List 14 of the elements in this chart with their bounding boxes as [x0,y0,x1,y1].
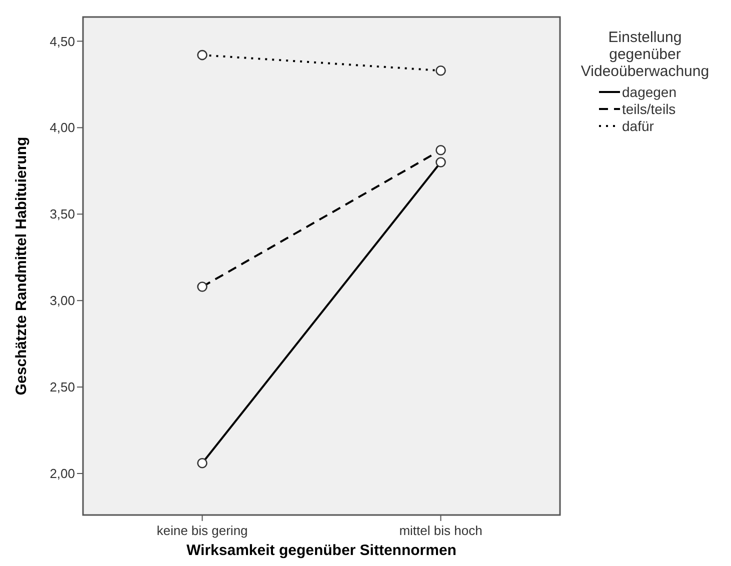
y-tick-label: 4,00 [50,120,75,136]
y-tick-label: 4,50 [50,34,75,49]
legend-label: dagegen [622,84,677,100]
x-tick-label: mittel bis hoch [399,523,482,538]
y-tick-label: 2,00 [50,466,75,482]
legend-label: dafür [622,118,654,134]
x-axis-title: Wirksamkeit gegenüber Sittennormen [186,542,456,559]
y-tick-label: 3,00 [50,293,75,308]
y-tick-label: 3,50 [50,206,75,222]
y-axis-title: Geschätzte Randmittel Habituierung [13,136,30,396]
legend-label: teils/teils [622,101,676,117]
legend-title: Einstellung gegenüber Videoüberwachung [580,29,710,80]
y-tick-label: 2,50 [50,380,75,395]
x-tick-label: keine bis gering [156,523,248,538]
